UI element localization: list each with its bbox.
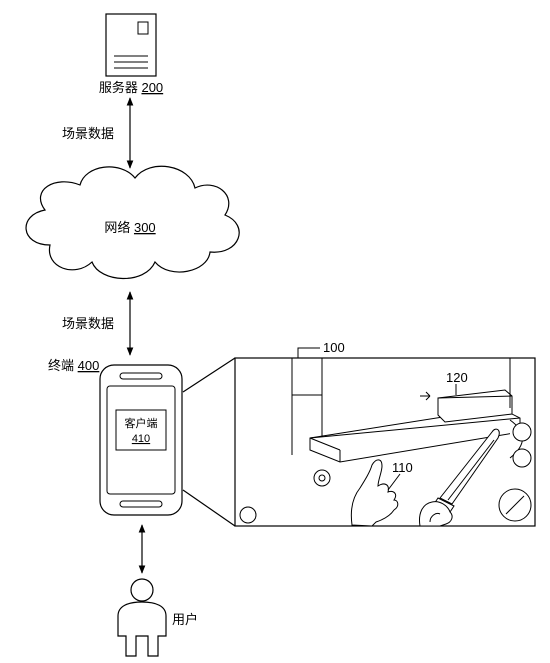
user-label: 用户 <box>172 612 198 627</box>
terminal-node: 客户端 410 <box>100 365 182 515</box>
callout-line-bottom <box>183 490 235 526</box>
server-label: 服务器 200 <box>99 80 163 95</box>
client-ref: 410 <box>132 433 150 445</box>
terminal-label: 终端 400 <box>48 358 99 373</box>
scene-button-1 <box>513 423 531 441</box>
edge1-label: 场景数据 <box>62 126 114 141</box>
server-node <box>106 14 156 76</box>
scene-button-mid <box>314 470 330 486</box>
scene-ref-110: 110 <box>392 460 413 475</box>
scene-frame: 100 120 <box>235 340 535 526</box>
edge2-label: 场景数据 <box>62 316 114 331</box>
client-label: 客户端 <box>125 416 158 430</box>
user-node <box>118 579 166 656</box>
scene-ref-120: 120 <box>446 370 468 385</box>
callout-line-top <box>183 358 235 392</box>
scene-ref-100: 100 <box>323 340 345 355</box>
scene-button-left <box>240 507 256 523</box>
cloud-label: 网络 300 <box>104 220 155 235</box>
scene-button-2 <box>513 449 531 467</box>
